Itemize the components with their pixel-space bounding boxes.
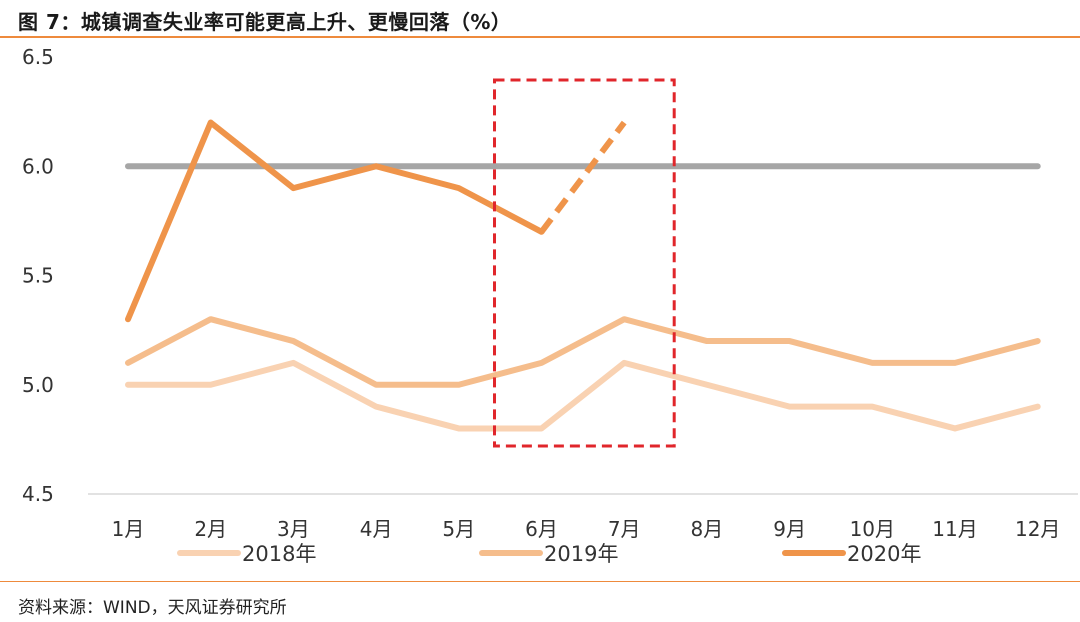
x-tick-label: 11月 <box>932 517 977 541</box>
figure-title: 图 7：城镇调查失业率可能更高上升、更慢回落（%） <box>18 10 512 34</box>
x-tick-label: 6月 <box>525 517 558 541</box>
legend-label: 2020年 <box>847 542 921 566</box>
x-tick-label: 7月 <box>608 517 641 541</box>
legend-label: 2018年 <box>242 542 316 566</box>
line-chart: 4.5 5.0 5.5 6.0 6.5 1月 2月 3月 4月 5月 6月 7月 8月 9月 10月 11月 1… <box>22 45 1078 566</box>
y-tick-label: 5.5 <box>22 264 54 288</box>
x-tick-label: 1月 <box>112 517 145 541</box>
y-tick-label: 6.0 <box>22 154 54 178</box>
series-2018-line <box>125 359 1041 432</box>
x-tick-label: 10月 <box>850 517 895 541</box>
x-tick-label: 5月 <box>442 517 475 541</box>
highlight-box <box>493 78 676 448</box>
series-2020-line <box>125 119 545 323</box>
x-tick-label: 8月 <box>691 517 724 541</box>
series-2020-forecast-line <box>539 120 627 234</box>
x-tick-label: 9月 <box>773 517 806 541</box>
x-tick-label: 3月 <box>277 517 310 541</box>
y-tick-label: 6.5 <box>22 45 54 69</box>
x-tick-label: 12月 <box>1015 517 1060 541</box>
y-tick-label: 5.0 <box>22 373 54 397</box>
legend-label: 2019年 <box>544 542 618 566</box>
y-tick-label: 4.5 <box>22 482 54 506</box>
x-tick-label: 2月 <box>194 517 227 541</box>
x-tick-label: 4月 <box>360 517 393 541</box>
source-note: 资料来源：WIND，天风证券研究所 <box>18 598 287 618</box>
footer-rule <box>0 581 1080 582</box>
series-2019-line <box>125 316 1041 388</box>
title-rule <box>0 36 1080 38</box>
